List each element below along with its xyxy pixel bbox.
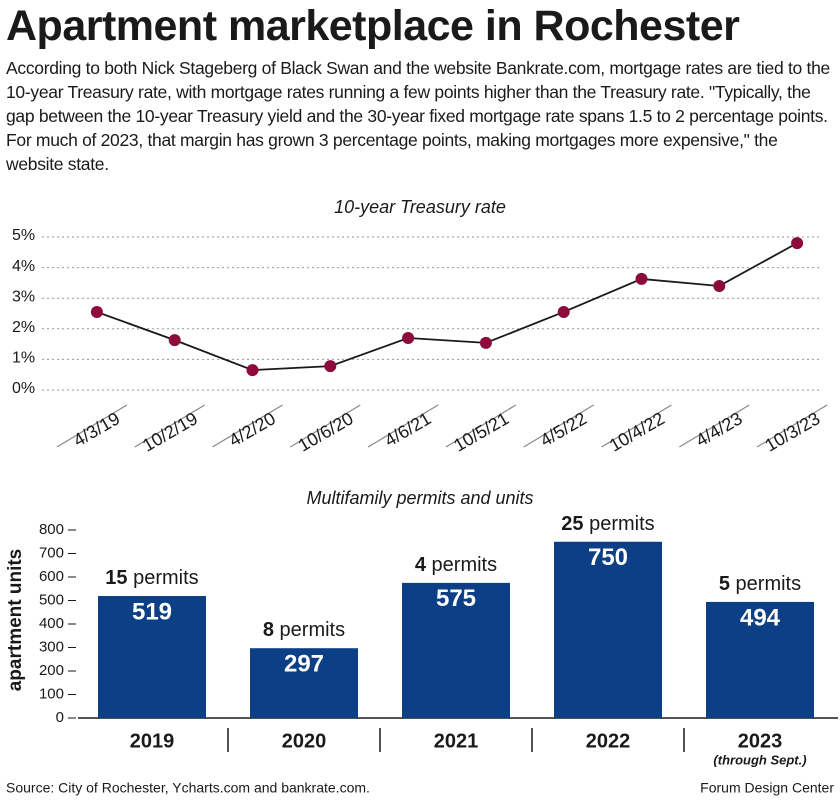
x-separator [678, 404, 750, 448]
x-tick-label: 2020 [282, 730, 327, 752]
permits-count: 25 [561, 513, 583, 535]
x-tick-label: 2021 [434, 730, 479, 752]
bar [402, 582, 510, 718]
permits-word: permits [589, 513, 655, 535]
x-tick-label: 4/2/20 [226, 408, 279, 450]
y-tick-label: 0% [12, 380, 35, 397]
permits-count: 4 [415, 554, 427, 576]
permits-label: 8 permits [263, 619, 345, 641]
y-tick-label: 600 [39, 568, 64, 585]
point [90, 305, 103, 318]
x-tick-note: (through Sept.) [713, 752, 806, 767]
y-tick-label: 400 [39, 615, 64, 632]
x-tick-label: 10/4/22 [606, 408, 668, 455]
title: Apartment marketplace in Rochester [6, 2, 740, 50]
bar [706, 601, 814, 718]
bar [98, 596, 206, 718]
permits-label: 15 permits [105, 567, 198, 589]
permits-word: permits [280, 619, 346, 641]
x-separator [756, 404, 828, 448]
y-tick-label: 300 [39, 638, 64, 655]
y-tick-label: 2% [12, 319, 35, 336]
permits-label: 4 permits [415, 554, 497, 576]
permits-label: 25 permits [561, 513, 654, 535]
point [635, 272, 648, 285]
x-tick-label: 2023 [738, 730, 783, 752]
x-tick-label: 4/5/22 [537, 408, 590, 450]
permits-label: 5 permits [719, 573, 801, 595]
point [557, 305, 570, 318]
y-tick-label: 3% [12, 288, 35, 305]
x-tick-label: 4/6/21 [381, 408, 434, 450]
y-tick-label: 1% [12, 350, 35, 367]
x-separator [601, 404, 672, 448]
value-label: 494 [740, 604, 781, 631]
point [168, 334, 181, 347]
intro: According to both Nick Stageberg of Blac… [6, 58, 830, 174]
x-tick-label: 2022 [586, 730, 631, 752]
point [246, 364, 259, 377]
bar-chart-title: Multifamily permits and units [306, 488, 533, 508]
x-separator [367, 404, 439, 448]
y-tick-label: 800 [39, 521, 64, 538]
bar [250, 648, 358, 718]
y-tick-label: 700 [39, 544, 64, 561]
y-tick-label: 4% [12, 258, 35, 275]
x-separator [445, 404, 517, 448]
x-separator [134, 404, 206, 448]
permits-word: permits [133, 567, 199, 589]
value-label: 750 [588, 544, 628, 571]
point [402, 331, 415, 344]
x-separator [56, 404, 128, 448]
x-tick-label: 2019 [130, 730, 175, 752]
permits-word: permits [432, 554, 498, 576]
line-chart-title: 10-year Treasury rate [334, 197, 506, 217]
permits-count: 8 [263, 619, 274, 641]
permits-word: permits [736, 573, 802, 595]
x-separator [523, 404, 595, 448]
point [791, 237, 804, 250]
permits-count: 5 [719, 573, 730, 595]
x-tick-label: 10/3/23 [761, 408, 823, 455]
y-tick-label: 500 [39, 591, 64, 608]
value-label: 575 [436, 585, 476, 612]
y-tick-label: 200 [39, 662, 64, 679]
x-separator [212, 404, 283, 448]
x-tick-label: 4/3/19 [70, 408, 123, 450]
y-tick-label: 100 [39, 685, 64, 702]
x-tick-label: 10/5/21 [450, 408, 512, 455]
line [96, 242, 798, 372]
value-label: 297 [284, 651, 324, 678]
permits-count: 15 [105, 567, 127, 589]
value-label: 519 [132, 598, 172, 625]
y-tick-label: 5% [12, 227, 35, 244]
x-tick-label: 10/2/19 [139, 408, 201, 455]
point [479, 336, 492, 349]
x-separator [289, 404, 361, 448]
y-tick-label: 0 [56, 709, 64, 726]
source: Source: City of Rochester, Ycharts.com a… [6, 780, 370, 796]
y-axis-label: apartment units [5, 549, 26, 692]
bar [554, 541, 662, 718]
x-tick-label: 4/4/23 [692, 408, 745, 450]
point [713, 279, 726, 292]
credit: Forum Design Center [700, 780, 834, 796]
point [324, 360, 337, 373]
x-tick-label: 10/6/20 [295, 408, 357, 455]
